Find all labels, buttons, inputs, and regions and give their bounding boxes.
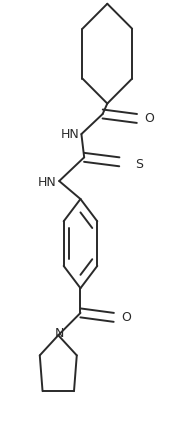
Text: O: O (144, 112, 154, 125)
Text: HN: HN (61, 127, 80, 141)
Text: S: S (136, 157, 144, 171)
Text: N: N (55, 326, 64, 340)
Text: O: O (121, 311, 131, 324)
Text: HN: HN (38, 176, 57, 189)
